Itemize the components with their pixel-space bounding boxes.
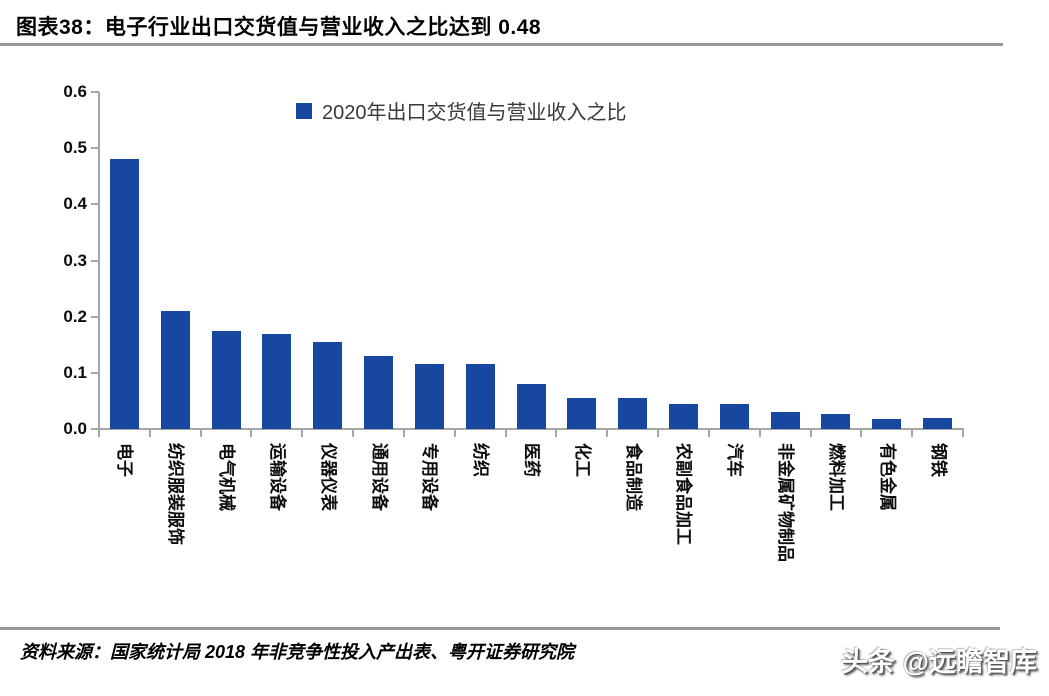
bar bbox=[364, 355, 394, 429]
y-tick-label: 0.6 bbox=[63, 82, 87, 101]
legend: 2020年出口交货值与营业收入之比 bbox=[296, 96, 627, 125]
x-tick-mark bbox=[148, 429, 151, 437]
bar bbox=[770, 412, 800, 429]
bar bbox=[872, 418, 902, 429]
x-tick-mark bbox=[809, 429, 812, 437]
y-tick-mark bbox=[91, 428, 99, 430]
title-divider bbox=[0, 43, 1003, 46]
x-tick-label: 专用设备 bbox=[420, 443, 440, 511]
bar bbox=[465, 364, 495, 429]
source-note: 资料来源：国家统计局 2018 年非竞争性投入产出表、粤开证券研究院 bbox=[20, 642, 575, 662]
x-tick-mark bbox=[962, 429, 964, 437]
x-tick-mark bbox=[453, 429, 456, 437]
bottom-divider bbox=[0, 627, 1000, 630]
x-tick-mark bbox=[911, 429, 914, 437]
x-tick-label: 仪器仪表 bbox=[318, 443, 338, 511]
y-tick-mark bbox=[91, 147, 99, 150]
x-tick-mark bbox=[657, 429, 660, 437]
x-tick-label: 电气机械 bbox=[217, 443, 237, 511]
bar bbox=[516, 384, 546, 429]
y-tick-label: 0.5 bbox=[63, 138, 87, 158]
bar bbox=[618, 398, 648, 429]
y-tick-mark bbox=[91, 203, 99, 206]
x-tick-mark bbox=[301, 429, 304, 437]
x-tick-label: 运输设备 bbox=[267, 443, 287, 511]
bar bbox=[313, 341, 343, 429]
bar bbox=[109, 159, 139, 429]
y-tick-mark bbox=[91, 371, 99, 374]
bar bbox=[923, 417, 953, 429]
x-tick-label: 纺织服装服饰 bbox=[166, 443, 186, 545]
bar bbox=[668, 403, 698, 429]
x-axis-line bbox=[98, 428, 964, 430]
x-tick-mark bbox=[707, 429, 710, 437]
legend-marker-icon bbox=[296, 102, 312, 119]
x-tick-label: 医药 bbox=[522, 443, 541, 477]
y-tick-label: 0.3 bbox=[63, 250, 87, 270]
x-tick-mark bbox=[402, 429, 405, 437]
bar bbox=[719, 403, 749, 429]
x-tick-mark bbox=[250, 429, 253, 437]
bar bbox=[211, 330, 241, 429]
x-tick-label: 化工 bbox=[572, 443, 592, 477]
bar bbox=[414, 364, 444, 429]
x-tick-mark bbox=[860, 429, 863, 437]
y-tick-label: 0.0 bbox=[63, 419, 87, 438]
x-tick-label: 纺织 bbox=[471, 443, 491, 477]
y-tick-mark bbox=[91, 259, 99, 262]
watermark: 头条 @远瞻智库 bbox=[841, 647, 1037, 677]
chart-title: 图表38：电子行业出口交货值与营业收入之比达到 0.48 bbox=[16, 16, 542, 39]
x-tick-mark bbox=[352, 429, 355, 437]
x-tick-label: 非金属矿物制品 bbox=[776, 443, 796, 562]
legend-label: 2020年出口交货值与营业收入之比 bbox=[322, 102, 627, 124]
x-tick-label: 钢铁 bbox=[928, 443, 948, 477]
x-tick-mark bbox=[555, 429, 558, 437]
x-tick-mark bbox=[199, 429, 202, 437]
x-tick-label: 通用设备 bbox=[369, 443, 389, 511]
bar bbox=[821, 413, 851, 429]
x-tick-label: 有色金属 bbox=[877, 443, 897, 511]
bar bbox=[567, 398, 597, 429]
bar bbox=[160, 311, 190, 429]
y-tick-mark bbox=[91, 91, 99, 93]
x-tick-label: 汽车 bbox=[725, 443, 745, 477]
bar bbox=[262, 333, 292, 429]
x-tick-label: 电子 bbox=[115, 443, 135, 477]
x-tick-label: 农副食品加工 bbox=[674, 443, 694, 545]
x-tick-mark bbox=[758, 429, 761, 437]
y-tick-label: 0.1 bbox=[63, 362, 87, 382]
x-tick-mark bbox=[504, 429, 507, 437]
y-tick-label: 0.4 bbox=[63, 194, 87, 214]
y-axis-line bbox=[98, 92, 100, 430]
x-tick-label: 食品制造 bbox=[623, 443, 643, 511]
x-tick-mark bbox=[98, 429, 100, 437]
x-tick-mark bbox=[606, 429, 609, 437]
y-tick-mark bbox=[91, 315, 99, 318]
x-tick-label: 燃料加工 bbox=[826, 443, 846, 511]
y-tick-label: 0.2 bbox=[63, 306, 87, 326]
